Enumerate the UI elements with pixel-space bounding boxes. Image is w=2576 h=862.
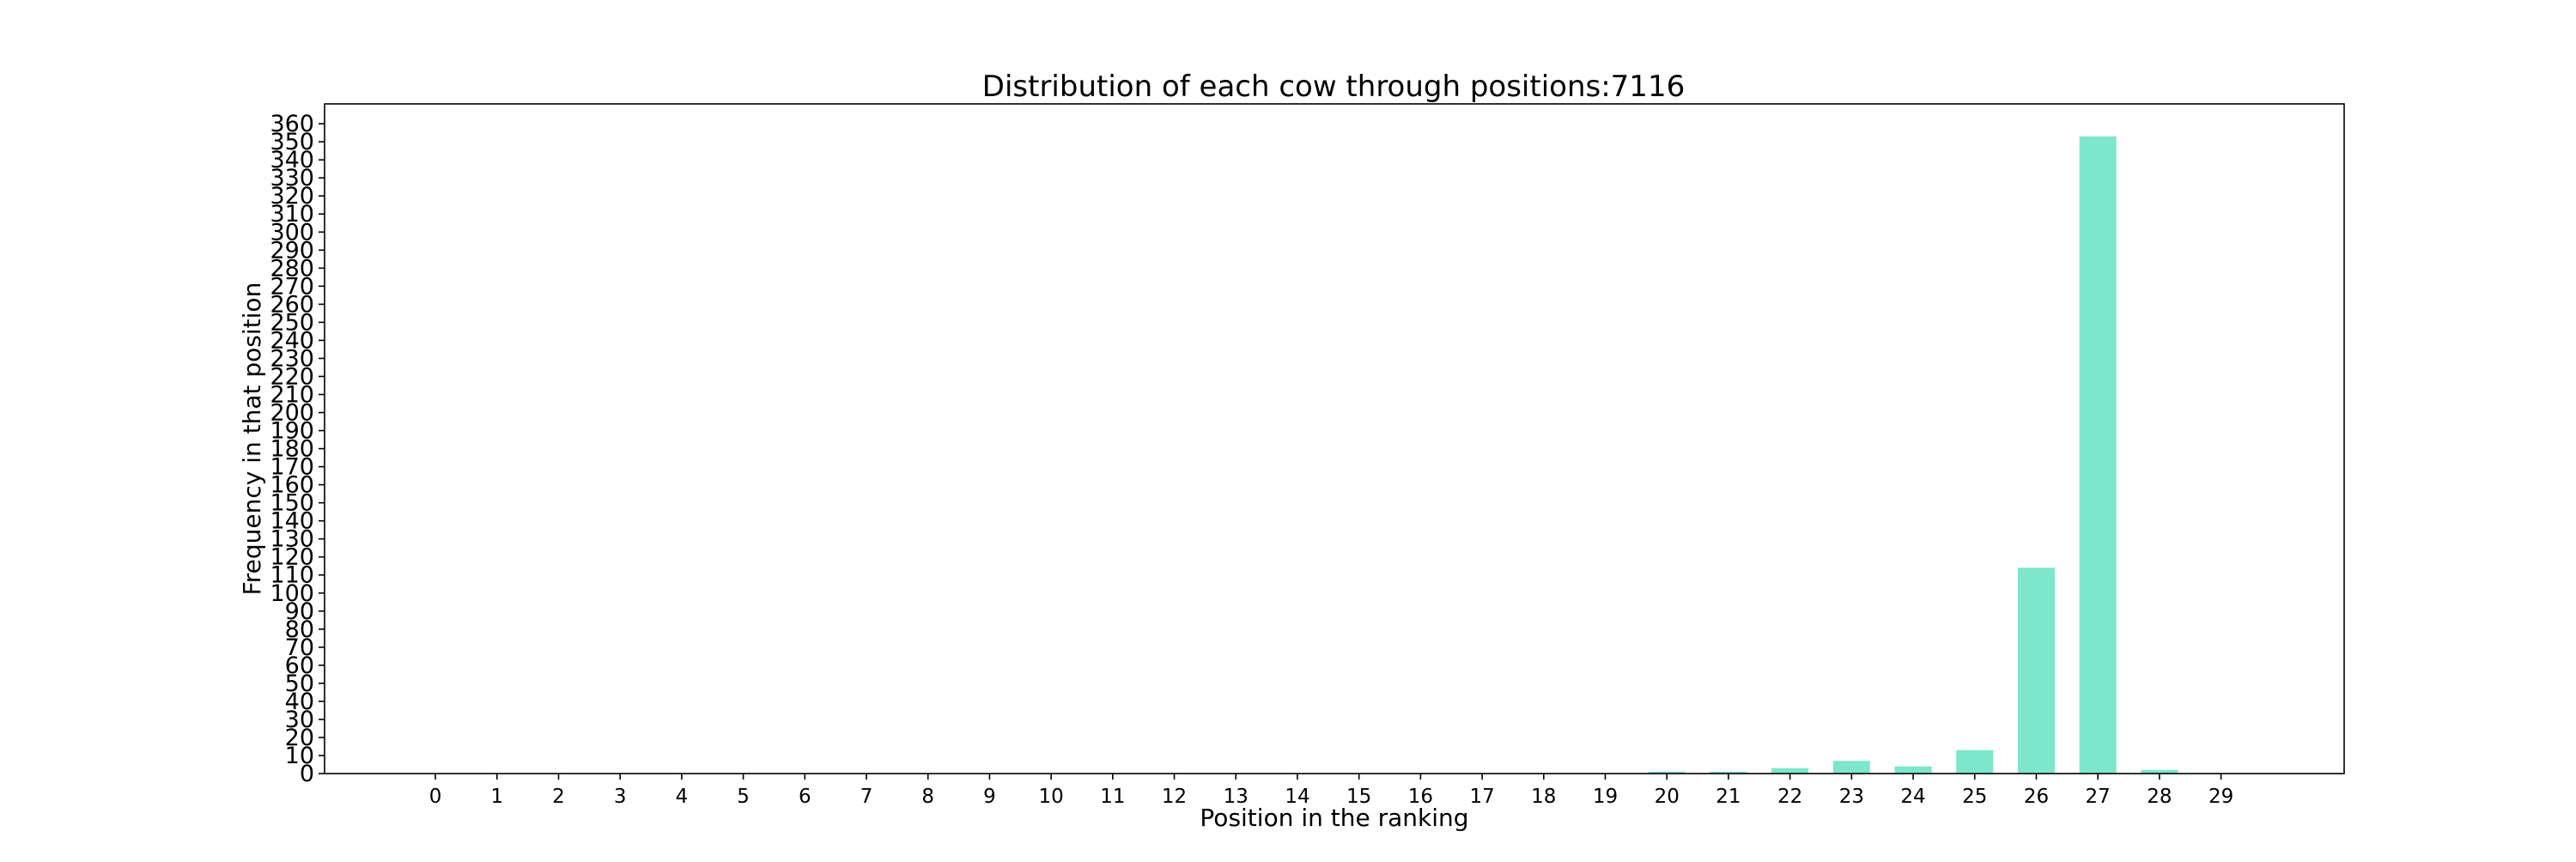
x-axis-label: Position in the ranking — [1200, 804, 1468, 832]
x-tick-label: 3 — [614, 786, 627, 808]
y-tick-label: 40 — [285, 689, 314, 715]
x-tick-label: 19 — [1593, 786, 1618, 808]
y-tick-label: 260 — [270, 291, 314, 318]
y-tick-label: 310 — [270, 201, 314, 228]
bars-layer — [1648, 136, 2178, 774]
y-tick-label: 190 — [270, 418, 314, 445]
x-tick-label: 7 — [860, 786, 873, 808]
y-tick-label: 330 — [270, 165, 314, 191]
bar-24 — [1894, 766, 1932, 774]
x-tick-label: 27 — [2086, 786, 2111, 808]
bar-28 — [2141, 769, 2178, 774]
y-tick-label: 130 — [270, 526, 314, 553]
y-tick-label: 270 — [270, 273, 314, 300]
y-tick-label: 0 — [300, 761, 314, 787]
x-tick-label: 11 — [1100, 786, 1125, 808]
y-tick-label: 350 — [270, 129, 314, 155]
x-tick-label: 15 — [1346, 786, 1371, 808]
x-tick-label: 1 — [490, 786, 503, 808]
y-tick-label: 250 — [270, 309, 314, 336]
y-tick-label: 20 — [285, 725, 314, 751]
x-tick-label: 0 — [429, 786, 442, 808]
x-tick-label: 13 — [1224, 786, 1249, 808]
y-tick-label: 280 — [270, 255, 314, 282]
x-tick-label: 23 — [1839, 786, 1864, 808]
y-tick-label: 150 — [270, 490, 314, 517]
y-tick-label: 10 — [285, 743, 314, 769]
y-tick-label: 140 — [270, 508, 314, 535]
bar-26 — [2017, 568, 2055, 774]
x-tick-label: 21 — [1716, 786, 1741, 808]
y-tick-label: 100 — [270, 580, 314, 607]
x-tick-label: 18 — [1531, 786, 1556, 808]
x-tick-label: 22 — [1777, 786, 1802, 808]
y-tick-label: 70 — [285, 634, 314, 661]
plot-frame — [324, 103, 2345, 774]
x-tick-label: 2 — [552, 786, 565, 808]
x-tick-label: 12 — [1162, 786, 1187, 808]
y-tick-label: 160 — [270, 472, 314, 499]
bar-25 — [1956, 750, 1994, 774]
x-tick-label: 17 — [1469, 786, 1494, 808]
y-tick-label: 120 — [270, 544, 314, 571]
x-tick-label: 9 — [983, 786, 996, 808]
x-tick-label: 20 — [1655, 786, 1680, 808]
y-tick-label: 110 — [270, 562, 314, 589]
bar-20 — [1648, 771, 1686, 774]
y-tick-label: 340 — [270, 147, 314, 173]
bar-21 — [1710, 771, 1747, 774]
y-tick-label: 290 — [270, 237, 314, 264]
y-tick-label: 200 — [270, 400, 314, 427]
y-tick-label: 50 — [285, 671, 314, 697]
chart-title: Distribution of each cow through positio… — [982, 70, 1685, 104]
x-tick-label: 29 — [2208, 786, 2233, 808]
x-axis: 0 1 2 3 4 5 6 7 8 9 10 11 12 13 14 15 16 17 18 19 20 21 22 23 24… — [429, 774, 2233, 808]
y-tick-label: 170 — [270, 454, 314, 481]
x-tick-label: 26 — [2024, 786, 2049, 808]
y-tick-label: 90 — [285, 598, 314, 625]
y-axis-label: Frequency in that position — [238, 282, 266, 596]
x-tick-label: 16 — [1408, 786, 1433, 808]
y-tick-label: 360 — [270, 111, 314, 137]
y-axis: 0102030405060708090100110120130140150160… — [270, 111, 325, 787]
x-tick-label: 14 — [1285, 786, 1309, 808]
x-tick-label: 28 — [2147, 786, 2172, 808]
x-tick-label: 5 — [737, 786, 750, 808]
x-tick-label: 25 — [1962, 786, 1987, 808]
y-tick-label: 210 — [270, 381, 314, 408]
y-tick-label: 300 — [270, 219, 314, 246]
y-tick-label: 240 — [270, 327, 314, 354]
y-tick-label: 60 — [285, 653, 314, 679]
y-tick-label: 30 — [285, 707, 314, 733]
bar-27 — [2079, 136, 2117, 774]
bar-22 — [1771, 768, 1809, 774]
x-tick-label: 4 — [676, 786, 689, 808]
y-tick-label: 80 — [285, 616, 314, 643]
y-tick-label: 180 — [270, 436, 314, 463]
x-tick-label: 6 — [799, 786, 811, 808]
x-tick-label: 10 — [1039, 786, 1064, 808]
x-tick-label: 24 — [1900, 786, 1925, 808]
y-tick-label: 230 — [270, 345, 314, 372]
bar-23 — [1832, 761, 1870, 774]
y-tick-label: 320 — [270, 183, 314, 209]
x-tick-label: 8 — [921, 786, 934, 808]
y-tick-label: 220 — [270, 363, 314, 390]
